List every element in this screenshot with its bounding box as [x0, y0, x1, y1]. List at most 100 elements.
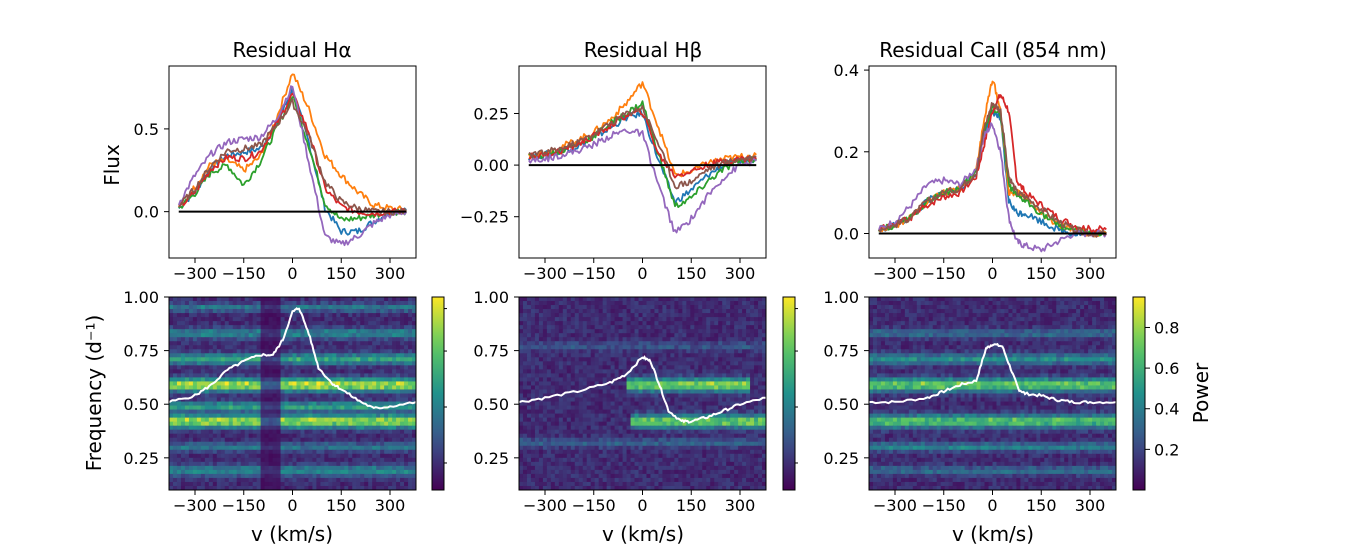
heatmap-cell: [248, 433, 254, 439]
heatmap-cell: [260, 409, 266, 415]
heatmap-cell: [300, 405, 306, 411]
heatmap-cell: [558, 353, 564, 358]
heatmap-cell: [169, 353, 174, 358]
heatmap-cell: [180, 481, 186, 487]
heatmap-cell: [200, 301, 206, 306]
heatmap-cell: [698, 381, 703, 387]
heatmap-cell: [328, 465, 333, 471]
heatmap-cell: [602, 337, 608, 342]
heatmap-cell: [172, 357, 178, 362]
heatmap-cell: [288, 377, 294, 383]
heatmap-cell: [268, 389, 274, 395]
heatmap-cell: [372, 341, 377, 346]
heatmap-cell: [292, 381, 298, 387]
heatmap-cell: [666, 401, 671, 407]
heatmap-cell: [372, 325, 377, 330]
heatmap-cell: [412, 301, 416, 306]
heatmap-cell: [320, 441, 325, 447]
heatmap-cell: [762, 361, 766, 366]
heatmap-cell: [758, 317, 763, 322]
heatmap-cell: [320, 353, 325, 358]
heatmap-cell: [658, 301, 664, 306]
heatmap-cell: [702, 413, 707, 419]
heatmap-cell: [522, 393, 528, 399]
heatmap-cell: [404, 325, 409, 330]
heatmap-cell: [172, 477, 178, 483]
heatmap-cell: [686, 341, 691, 346]
heatmap-cell: [682, 409, 687, 415]
heatmap-cell: [638, 309, 644, 314]
heatmap-cell: [400, 381, 405, 387]
heatmap-cell: [256, 309, 262, 314]
heatmap-cell: [558, 385, 564, 391]
heatmap-cell: [360, 305, 365, 310]
heatmap-cell: [578, 377, 584, 383]
heatmap-cell: [248, 305, 254, 310]
heatmap-cell: [694, 409, 699, 415]
heatmap-cell: [746, 405, 751, 411]
heatmap-cell: [280, 449, 286, 455]
heatmap-cell: [634, 309, 640, 314]
heatmap-cell: [678, 333, 683, 338]
heatmap-cell: [530, 349, 536, 354]
heatmap-cell: [734, 305, 739, 310]
heatmap-cell: [388, 321, 393, 326]
heatmap-cell: [554, 397, 560, 403]
heatmap-cell: [582, 381, 588, 387]
heatmap-cell: [392, 401, 397, 407]
heatmap-cell: [662, 373, 667, 379]
heatmap-cell: [750, 405, 755, 411]
heatmap-cell: [392, 297, 397, 302]
heatmap-cell: [758, 297, 763, 302]
heatmap-cell: [188, 357, 194, 362]
heatmap-cell: [256, 305, 262, 310]
heatmap-cell: [216, 321, 222, 326]
heatmap-cell: [288, 457, 294, 463]
heatmap-cell: [324, 393, 329, 399]
heatmap-cell: [216, 485, 222, 490]
heatmap-cell: [526, 401, 532, 407]
heatmap-cell: [614, 341, 620, 346]
heatmap-cell: [622, 353, 628, 358]
heatmap-cell: [252, 477, 258, 483]
heatmap-cell: [276, 349, 282, 354]
heatmap-cell: [762, 337, 766, 342]
heatmap-cell: [762, 357, 766, 362]
heatmap-cell: [722, 365, 727, 370]
heatmap-cell: [400, 457, 405, 463]
heatmap-cell: [376, 389, 381, 395]
heatmap-cell: [750, 325, 755, 330]
heatmap-cell: [340, 473, 345, 479]
heatmap-cell: [348, 305, 353, 310]
heatmap-cell: [634, 301, 640, 306]
heatmap-cell: [396, 437, 401, 443]
heatmap-cell: [384, 341, 389, 346]
heatmap-cell: [598, 357, 604, 362]
heatmap-cell: [260, 397, 266, 403]
heatmap-cell: [292, 389, 298, 395]
heatmap-cell: [646, 409, 652, 415]
heatmap-cell: [602, 297, 608, 302]
heatmap-cell: [360, 393, 365, 399]
heatmap-cell: [356, 405, 361, 411]
heatmap-cell: [260, 413, 266, 419]
heatmap-cell: [196, 433, 202, 439]
heatmap-cell: [658, 373, 664, 379]
heatmap-cell: [368, 477, 373, 483]
heatmap-cell: [172, 449, 178, 455]
heatmap-cell: [364, 441, 369, 447]
heatmap-cell: [240, 401, 246, 407]
heatmap-cell: [280, 341, 286, 346]
heatmap-cell: [626, 337, 632, 342]
heatmap-cell: [348, 365, 353, 370]
heatmap-cell: [678, 377, 683, 383]
heatmap-cell: [268, 461, 274, 467]
heatmap-cell: [240, 333, 246, 338]
heatmap-cell: [169, 437, 174, 443]
heatmap-cell: [690, 357, 695, 362]
heatmap-cell: [602, 405, 608, 411]
heatmap-cell: [550, 357, 556, 362]
heatmap-cell: [762, 345, 766, 350]
heatmap-cell: [590, 361, 596, 366]
heatmap-cell: [316, 313, 321, 318]
